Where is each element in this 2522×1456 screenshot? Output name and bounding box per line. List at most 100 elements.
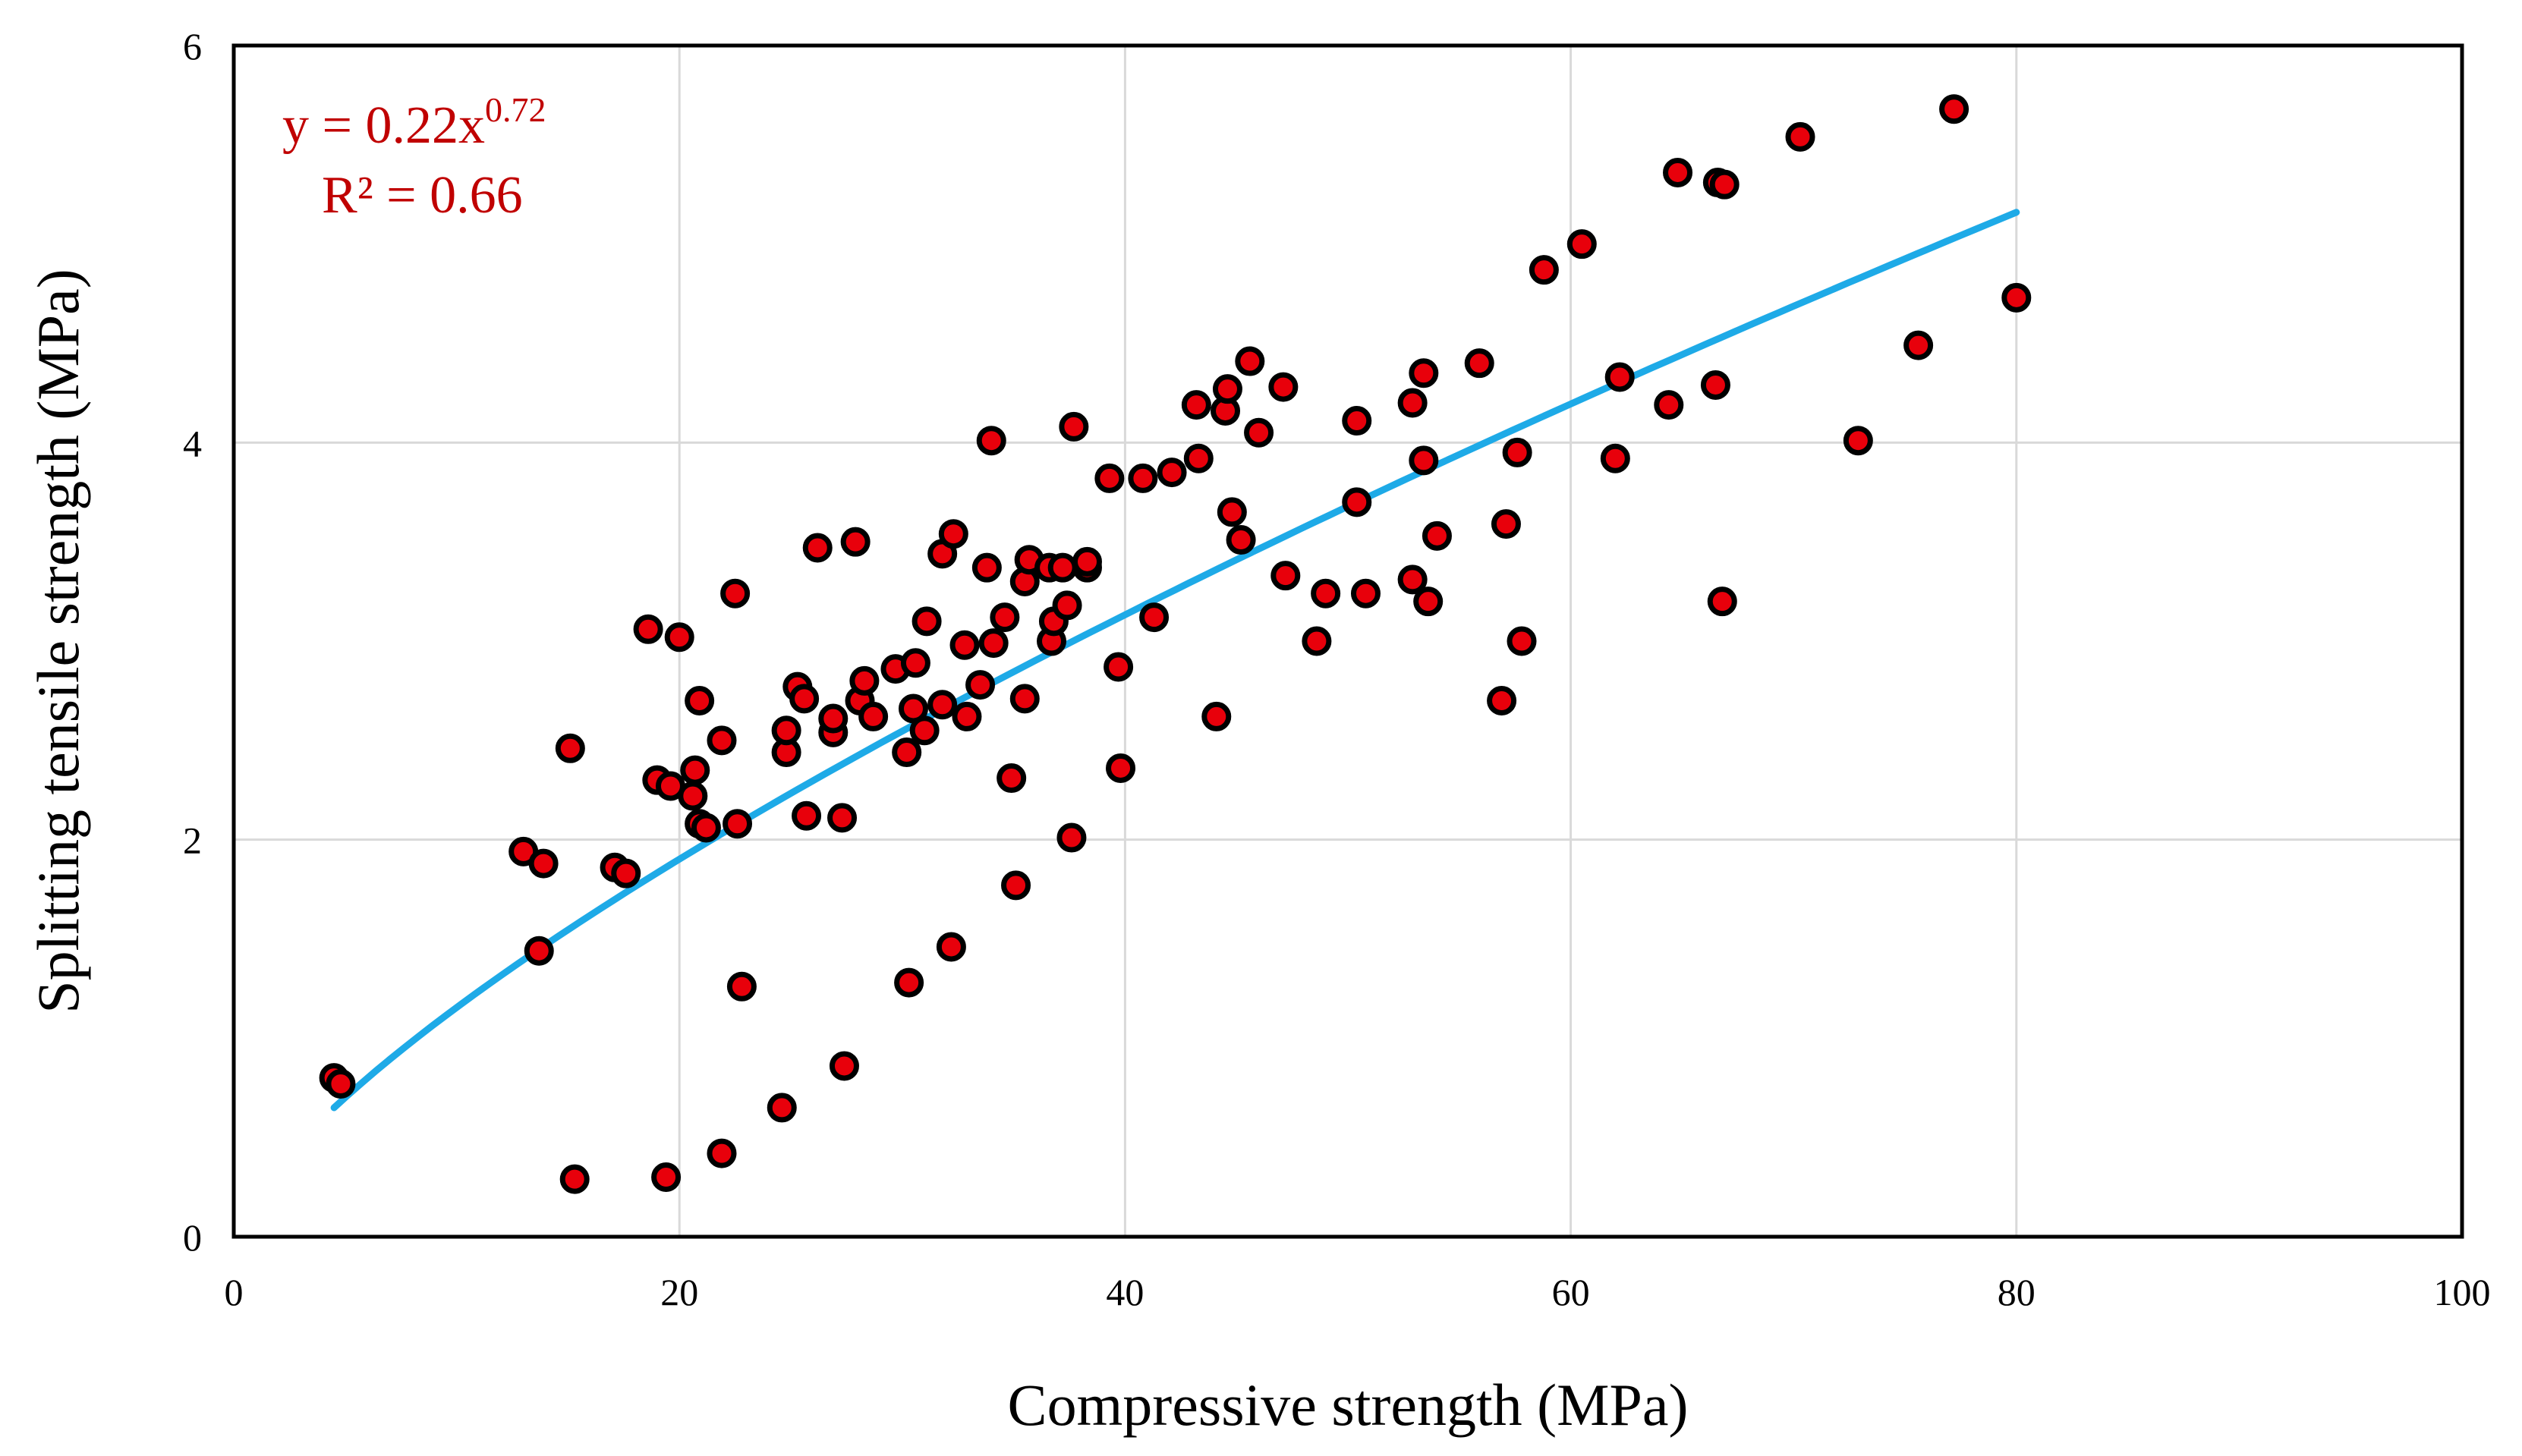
data-point [829,1051,859,1081]
data-point [1409,358,1439,388]
data-point [1600,443,1630,473]
data-point [664,622,694,653]
data-point [1502,437,1532,467]
data-point [1059,411,1089,442]
data-point [990,602,1020,633]
data-point [1507,626,1537,656]
data-point [971,552,1002,583]
data-point [1094,463,1125,493]
data-point [528,848,559,879]
data-point [723,809,753,839]
plot-frame [231,43,2464,1239]
data-point [1422,520,1452,551]
data-point [524,936,554,966]
data-point [1487,686,1517,715]
data-point [1181,390,1211,420]
data-point [707,725,737,756]
data-point [900,648,930,678]
data-point [1302,626,1332,656]
data-point [678,781,708,811]
data-point [707,1138,737,1168]
data-point [767,1093,797,1123]
data-point [720,578,751,609]
data-point [912,606,942,637]
data-point [858,701,889,731]
x-tick-label: 60 [1552,1271,1590,1313]
data-point [680,755,710,785]
data-point [949,630,980,660]
trendline-r-squared: R² = 0.66 [322,166,523,225]
equation-base: y = 0.22x [282,96,485,155]
data-point [1052,590,1082,621]
data-point [1047,552,1078,583]
data-point [792,800,822,831]
data-point [1244,417,1274,448]
data-point [1350,578,1381,609]
data-point [1843,426,1873,456]
data-point [1397,388,1428,418]
power-trendline [330,209,2020,1112]
trendline-layer [330,209,2020,1112]
data-point [952,701,982,731]
x-tick-label: 20 [660,1271,698,1313]
x-tick-label: 80 [1998,1271,2036,1313]
data-point [2001,282,2032,313]
trendline-equation: y = 0.22x0.72 [282,90,546,155]
data-point [1001,870,1031,901]
data-point [1709,169,1740,200]
data-point [827,803,858,833]
data-point [1464,348,1494,379]
data-point [651,1162,682,1192]
data-point [927,690,958,720]
data-point [1397,564,1428,595]
data-point [1226,525,1256,555]
data-point [1409,445,1439,476]
data-point [1009,684,1040,714]
y-tick-label: 4 [183,422,202,464]
y-tick-label: 0 [183,1216,202,1259]
data-point [685,686,715,715]
data-point [936,932,966,962]
data-point [1785,121,1815,152]
data-point [1342,487,1372,517]
equation-exponent: 0.72 [485,90,546,129]
data-point [1201,701,1232,731]
data-point [1342,406,1372,436]
data-point [892,737,922,768]
data-point [726,971,757,1002]
data-point [1311,578,1341,609]
data-point [976,426,1006,456]
data-point [938,519,968,549]
x-tick-label: 40 [1106,1271,1144,1313]
data-point [1157,458,1187,488]
x-tick-label: 0 [225,1271,244,1313]
data-point [849,665,880,696]
data-point [1566,229,1597,259]
x-tick-label: 100 [2434,1271,2491,1313]
data-point [840,527,871,557]
data-point [1903,330,1934,360]
data-points [319,94,2032,1194]
data-point [1700,370,1730,400]
data-point [555,733,585,763]
grid-lines [234,46,2462,1237]
data-point [771,715,801,746]
y-axis-title: Splitting tensile strength (MPa) [25,269,91,1013]
data-point [1654,390,1684,420]
data-point [1217,497,1247,527]
data-point [978,628,1009,659]
data-point [326,1069,356,1099]
data-point [802,533,833,563]
y-tick-label: 2 [183,819,202,862]
data-point [1139,602,1170,633]
data-point [1104,652,1134,682]
data-point [1529,255,1559,285]
data-point [1604,362,1635,392]
data-point [1128,463,1158,493]
data-point [1212,374,1242,404]
data-point [789,684,820,714]
tick-labels: 0 20 40 60 80 100 0 2 4 6 [183,25,2491,1313]
data-point [1939,94,1969,124]
data-point [997,763,1027,794]
